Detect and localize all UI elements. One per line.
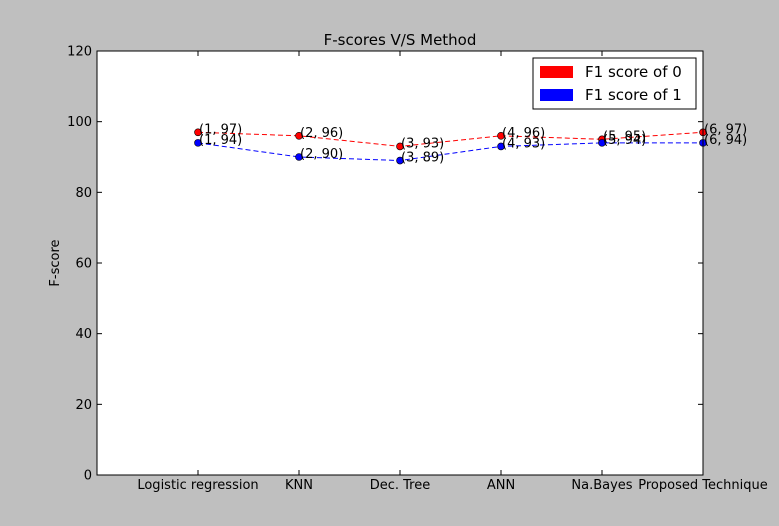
data-label: (2, 96) xyxy=(300,126,343,141)
x-tick-label: Na.Bayes xyxy=(571,478,632,493)
y-tick-label: 60 xyxy=(75,257,92,272)
data-label: (4, 93) xyxy=(502,136,545,151)
legend: F1 score of 0 F1 score of 1 xyxy=(532,57,697,110)
x-tick-label: Dec. Tree xyxy=(370,478,431,493)
plot-frame xyxy=(96,50,704,476)
data-label: (6, 94) xyxy=(704,133,747,148)
series-line xyxy=(197,131,704,147)
y-tick-label: 80 xyxy=(75,186,92,201)
series-2: (1, 94) (2, 90) (3, 89) (4, 93) (5, 94) (6, 9… xyxy=(194,133,747,166)
data-label: (5, 95) xyxy=(603,129,646,144)
x-tick-label: Proposed Technique xyxy=(638,478,767,493)
y-axis-label: F-score xyxy=(48,239,63,286)
data-point xyxy=(598,139,606,147)
chart-title: F-scores V/S Method xyxy=(324,31,477,49)
plot-area xyxy=(97,51,703,475)
data-label: (1, 97) xyxy=(199,122,242,137)
data-point xyxy=(295,132,303,140)
data-label: (4, 96) xyxy=(502,126,545,141)
data-point xyxy=(295,153,303,161)
series-layer: (1, 97) (2, 96) (3, 93) (4, 96) (5, 95) (6, 9… xyxy=(194,122,747,166)
x-tick-label: KNN xyxy=(285,478,313,493)
data-label: (3, 89) xyxy=(401,151,444,166)
y-tick-label: 20 xyxy=(75,398,92,413)
data-point xyxy=(497,132,505,140)
axis-ticks: 0 20 40 60 80 100 120 Logistic regression KNN Dec… xyxy=(67,45,768,494)
y-tick-label: 100 xyxy=(67,115,92,130)
y-tick-label: 120 xyxy=(67,45,92,60)
data-label: (2, 90) xyxy=(300,147,343,162)
y-tick-label: 0 xyxy=(84,469,92,484)
y-tick-label: 40 xyxy=(75,327,92,342)
legend-swatch xyxy=(540,89,573,101)
data-point xyxy=(396,142,404,151)
legend-label: F1 score of 0 xyxy=(585,63,682,81)
x-tick-label: Logistic regression xyxy=(137,478,258,493)
data-label: (3, 93) xyxy=(401,136,444,151)
data-label: (6, 97) xyxy=(704,122,747,137)
data-label: (5, 94) xyxy=(603,133,646,148)
legend-swatch xyxy=(540,66,573,78)
series-line xyxy=(197,142,703,162)
data-label: (1, 94) xyxy=(199,133,242,148)
data-point xyxy=(194,128,202,137)
data-point xyxy=(194,139,202,147)
x-tick-label: ANN xyxy=(487,478,515,493)
data-point xyxy=(497,142,505,151)
legend-label: F1 score of 1 xyxy=(585,86,682,104)
data-point xyxy=(396,156,404,165)
